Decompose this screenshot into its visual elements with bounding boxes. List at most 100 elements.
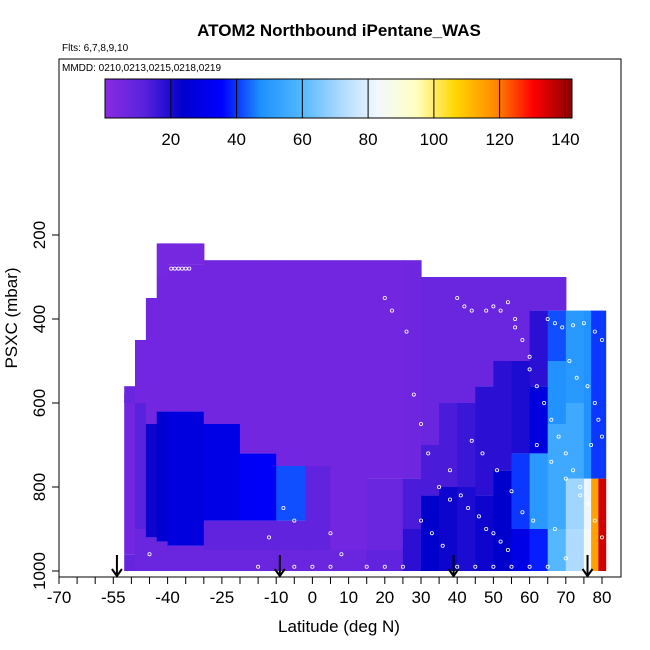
flights-subtitle: Flts: 6,7,8,9,10 xyxy=(62,43,129,54)
x-tick-label: -70 xyxy=(47,588,72,607)
heatmap-cell xyxy=(402,478,422,529)
sample-point xyxy=(545,564,550,569)
heatmap-cell xyxy=(547,424,567,529)
heatmap-cell xyxy=(529,386,549,454)
sample-point xyxy=(527,367,532,372)
sample-point xyxy=(400,564,405,569)
y-tick-label: 600 xyxy=(30,389,49,417)
heatmap-cell xyxy=(583,478,592,529)
heatmap-cell xyxy=(598,478,607,571)
heatmap-cell xyxy=(135,529,147,571)
sample-point xyxy=(245,241,250,246)
sample-point xyxy=(418,518,423,523)
heatmap-cell xyxy=(529,310,549,387)
heatmap-cell xyxy=(366,260,404,479)
sample-point xyxy=(447,497,452,502)
y-tick-label: 200 xyxy=(30,221,49,249)
sample-point xyxy=(176,266,181,271)
sample-point xyxy=(411,392,416,397)
sample-point xyxy=(542,400,547,405)
heatmap-cell xyxy=(305,466,332,550)
x-tick-label: 40 xyxy=(448,588,467,607)
heatmap-cell xyxy=(511,453,531,529)
sample-point xyxy=(509,489,514,494)
heatmap-cell xyxy=(591,478,599,571)
heatmap-cell xyxy=(421,445,440,496)
heatmap-cell xyxy=(203,550,241,571)
heatmap-cell xyxy=(493,470,513,571)
sample-point xyxy=(560,325,565,330)
heatmap-cell xyxy=(156,277,169,412)
y-tick-label: 1000 xyxy=(30,552,49,590)
heatmap-cell xyxy=(547,277,567,311)
sample-point xyxy=(520,337,525,342)
heatmap-cell xyxy=(511,277,531,361)
heatmap-cell xyxy=(583,529,592,571)
x-tick-label: -25 xyxy=(210,588,235,607)
sample-point xyxy=(418,421,423,426)
x-tick-label: -55 xyxy=(101,588,126,607)
sample-point xyxy=(505,548,510,553)
sample-point xyxy=(328,531,333,536)
sample-point xyxy=(585,501,590,506)
sample-point xyxy=(600,535,605,540)
heatmap-cell xyxy=(156,541,169,571)
sample-point xyxy=(571,323,576,328)
heatmap-cell xyxy=(240,550,277,571)
x-tick-label: 20 xyxy=(375,588,394,607)
sample-point xyxy=(498,539,503,544)
heatmap-cell xyxy=(565,310,585,403)
sample-point xyxy=(339,552,344,557)
heatmap-cell xyxy=(240,520,277,550)
sample-point xyxy=(600,337,605,342)
x-tick-label: 50 xyxy=(484,588,503,607)
dates-subtitle: MMDD: 0210,0213,0215,0218,0219 xyxy=(62,63,221,74)
sample-point xyxy=(458,493,463,498)
heatmap-cell xyxy=(203,520,241,550)
heatmap-cell xyxy=(529,277,549,311)
heatmap-cell xyxy=(276,466,306,521)
heatmap-cell xyxy=(330,260,368,550)
heatmap-cell xyxy=(511,529,531,571)
sample-point xyxy=(476,514,481,519)
heatmap-cell xyxy=(493,277,513,361)
sample-point xyxy=(491,304,496,309)
x-tick-label: 30 xyxy=(412,588,431,607)
sample-point xyxy=(310,564,315,569)
heatmap-cell xyxy=(145,298,158,424)
sample-point xyxy=(266,535,271,540)
latitude-arrow xyxy=(447,555,460,578)
sample-point xyxy=(563,476,568,481)
heatmap-cell xyxy=(439,277,458,403)
heatmap-cell xyxy=(583,310,592,479)
heatmap-cell xyxy=(547,529,567,571)
heatmap-cell xyxy=(124,386,136,403)
sample-point xyxy=(531,518,536,523)
heatmap-cell xyxy=(305,550,332,571)
heatmap-cell xyxy=(547,361,567,424)
latitude-arrow xyxy=(274,555,286,578)
sample-point xyxy=(429,531,434,536)
heatmap-cell xyxy=(475,386,494,496)
sample-point xyxy=(484,527,489,532)
colorbar xyxy=(104,78,573,119)
sample-point xyxy=(447,468,452,473)
heatmap-cell xyxy=(565,478,585,529)
heatmap-cell xyxy=(167,411,205,546)
heatmap-layer xyxy=(124,243,607,571)
sample-point xyxy=(563,556,568,561)
sample-point xyxy=(172,266,177,271)
sample-point xyxy=(426,451,431,456)
heatmap-cell xyxy=(276,260,306,466)
sample-point xyxy=(571,468,576,473)
latitude-arrows-layer xyxy=(111,555,594,578)
x-tick-label: -10 xyxy=(264,588,289,607)
x-tick-label: -40 xyxy=(155,588,180,607)
colorbar-tick-label: 100 xyxy=(420,130,448,149)
sample-point xyxy=(491,564,496,569)
chart-title: ATOM2 Northbound iPentane_WAS xyxy=(197,21,481,40)
heatmap-cell xyxy=(475,277,494,387)
sample-point xyxy=(505,300,510,305)
sample-point xyxy=(469,438,474,443)
